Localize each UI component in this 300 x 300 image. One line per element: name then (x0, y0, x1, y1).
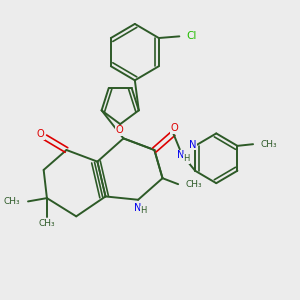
Text: Cl: Cl (187, 32, 197, 41)
Text: N: N (177, 150, 185, 160)
Text: CH₃: CH₃ (39, 219, 55, 228)
Text: H: H (140, 206, 147, 215)
Text: CH₃: CH₃ (186, 180, 202, 189)
Text: CH₃: CH₃ (261, 140, 278, 149)
Text: O: O (170, 123, 178, 133)
Text: H: H (183, 154, 190, 163)
Text: N: N (134, 203, 142, 213)
Text: O: O (37, 129, 45, 139)
Text: N: N (189, 140, 197, 150)
Text: O: O (115, 125, 123, 135)
Text: CH₃: CH₃ (4, 197, 20, 206)
